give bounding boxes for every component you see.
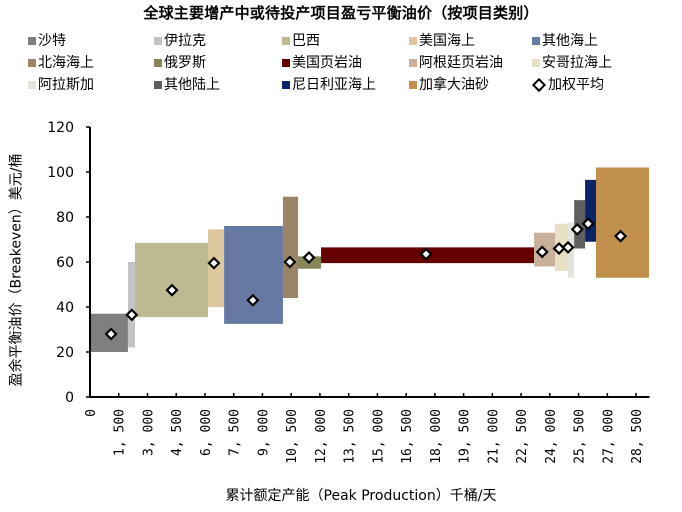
y-tick-label: 80 (56, 210, 74, 226)
x-tick-label: 7, 500 (228, 409, 243, 456)
x-tick-label: 16, 500 (400, 409, 415, 464)
legend-item: 北海海上 (28, 54, 94, 72)
x-tick-label: 6, 000 (199, 409, 214, 456)
y-tick-label: 20 (56, 345, 74, 361)
legend-item: 美国页岩油 (282, 54, 362, 72)
bar-13 (585, 179, 597, 242)
legend-item: 尼日利亚海上 (282, 76, 376, 94)
legend-item: 沙特 (28, 32, 66, 50)
weighted-average-marker (535, 245, 549, 259)
x-tick-label: 12, 000 (314, 409, 329, 464)
bar-3 (135, 242, 209, 318)
legend-label: 巴西 (292, 33, 320, 49)
y-tick-label: 100 (47, 165, 74, 181)
chart-title: 全球主要增产中或待投产项目盈亏平衡油价（按项目类别） (143, 4, 539, 22)
x-tick-label: 10, 500 (285, 409, 300, 464)
x-tick-label: 28, 500 (630, 409, 645, 464)
weighted-average-marker (581, 217, 595, 231)
y-tick-label: 40 (56, 300, 74, 316)
weighted-average-marker (613, 229, 628, 243)
legend-label: 沙特 (38, 33, 66, 49)
legend-item: 安哥拉海上 (532, 54, 612, 72)
x-tick-label: 15, 000 (371, 409, 386, 464)
legend-swatch (532, 59, 540, 67)
legend-item: 加权平均 (531, 76, 604, 94)
y-tick-label: 60 (56, 255, 74, 271)
legend-label: 阿拉斯加 (38, 77, 94, 93)
legend-swatch (282, 59, 290, 67)
x-tick-label: 1, 500 (113, 409, 128, 456)
legend-label: 尼日利亚海上 (292, 77, 376, 93)
x-tick-label: 21, 000 (486, 409, 501, 464)
y-tick-label: 120 (47, 120, 74, 136)
legend-swatch (409, 37, 417, 45)
legend-item: 加拿大油砂 (409, 76, 489, 94)
x-tick-label: 27, 000 (601, 409, 616, 464)
legend-label: 其他海上 (542, 33, 598, 49)
legend-item: 美国海上 (409, 32, 475, 50)
weighted-average-marker (283, 255, 297, 269)
x-tick-label: 19, 500 (458, 409, 473, 464)
legend-label: 美国海上 (419, 33, 475, 49)
bar-6 (282, 196, 299, 298)
x-tick-label: 13, 500 (343, 409, 358, 464)
x-tick-label: 25, 500 (573, 409, 588, 464)
weighted-average-marker (207, 256, 221, 270)
legend-item: 阿拉斯加 (28, 76, 94, 94)
legend-item: 阿根廷页岩油 (409, 54, 503, 72)
x-tick-label: 3, 000 (141, 409, 156, 456)
x-tick-label: 18, 000 (429, 409, 444, 464)
legend-label: 阿根廷页岩油 (419, 55, 503, 71)
legend-label: 美国页岩油 (292, 55, 362, 71)
bar-2 (127, 262, 136, 348)
weighted-average-marker (561, 240, 575, 254)
legend-item: 俄罗斯 (154, 54, 206, 72)
legend-item: 其他陆上 (154, 76, 220, 94)
weighted-average-marker (246, 293, 260, 307)
x-tick-label: 4, 500 (170, 409, 185, 456)
legend-item: 巴西 (282, 32, 320, 50)
x-tick-label: 24, 000 (544, 409, 559, 464)
weighted-average-marker (165, 283, 179, 297)
weighted-average-marker (570, 222, 584, 236)
legend-swatch (154, 37, 162, 45)
weighted-average-marker (302, 250, 316, 265)
legend-item: 伊拉克 (154, 32, 206, 50)
legend-swatch (282, 37, 290, 45)
legend-swatch (28, 81, 36, 89)
bar-5 (224, 226, 283, 324)
legend-swatch (409, 59, 417, 67)
legend-label: 伊拉克 (164, 33, 206, 49)
legend-swatch (154, 59, 162, 67)
weighted-average-marker (419, 247, 433, 261)
weighted-average-marker (125, 308, 139, 322)
legend-label: 加拿大油砂 (419, 77, 489, 93)
weighted-average-marker (104, 327, 118, 341)
x-tick-label: 22, 500 (515, 409, 530, 464)
legend-label: 安哥拉海上 (542, 55, 612, 71)
legend-label: 其他陆上 (164, 77, 220, 93)
legend-swatch (28, 37, 36, 45)
y-axis-title-text: 盈余平衡油价（Breakeven）美元/桶 (8, 153, 24, 387)
legend-label: 加权平均 (548, 77, 604, 93)
x-tick-label: 9, 000 (256, 409, 271, 456)
legend-label: 北海海上 (38, 55, 94, 71)
legend-label: 俄罗斯 (164, 55, 206, 71)
bar-4 (208, 229, 225, 307)
y-axis-title: 盈余平衡油价（Breakeven）美元/桶 (4, 130, 26, 410)
legend-swatch (28, 59, 36, 67)
legend-item: 其他海上 (532, 32, 598, 50)
legend-swatch (154, 81, 162, 89)
x-tick-label: 0 (84, 409, 99, 417)
legend-swatch (532, 37, 540, 45)
legend-swatch (282, 81, 290, 89)
x-axis-title: 累计额定产能（Peak Production）千桶/天 (225, 488, 497, 504)
y-tick-label: 0 (65, 390, 74, 406)
legend-swatch (409, 81, 417, 89)
bar-14 (596, 167, 650, 278)
bar-12 (574, 200, 586, 249)
